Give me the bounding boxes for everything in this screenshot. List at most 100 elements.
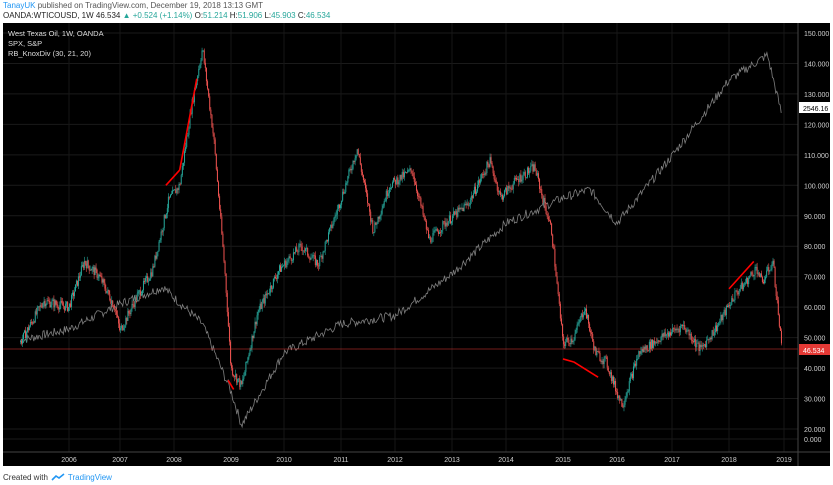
candle-body [208,88,210,97]
candle-body [751,272,753,274]
candle-body [114,307,116,310]
candle-body [341,200,343,205]
candle-body [509,187,511,189]
candle-body [152,266,154,277]
year-tick-label: 2007 [112,457,128,464]
candle-body [649,341,651,350]
candle-body [184,151,186,163]
candle-body [378,216,380,219]
author-link[interactable]: TanayUK [3,1,36,10]
candle-body [592,333,594,342]
candle-body [526,167,528,178]
candle-body [685,329,687,333]
candle-body [282,266,284,267]
candle-body [272,278,274,288]
candle-body [755,267,757,268]
candle-body [306,247,308,249]
candle-body [476,191,478,194]
candle-body [218,181,220,197]
candle-body [573,339,575,341]
candle-body [142,280,144,291]
candle-body [231,363,233,369]
candle-body [492,166,494,174]
candle-body [110,300,112,304]
candle-body [97,277,99,279]
candle-body [695,338,697,348]
candle-body [289,256,291,259]
candle-body [151,272,153,277]
candle-body [299,243,301,245]
candle-body [402,171,404,178]
candle-body [456,211,458,217]
candle-body [376,223,378,225]
tradingview-brand-link[interactable]: TradingView [67,472,112,482]
candle-body [486,161,488,173]
candle-body [220,209,222,217]
candle-body [639,351,641,354]
price-chart[interactable]: West Texas Oil, 1W, OANDA SPX, S&P RB_Kn… [3,23,830,466]
candle-body [323,250,325,252]
candle-body [276,274,278,279]
candle-body [721,314,723,321]
candle-body [733,300,735,302]
candle-body [258,309,260,313]
candle-body [265,294,267,296]
candle-body [269,285,271,293]
legend-title: West Texas Oil, 1W, OANDA [8,29,104,38]
candle-body [109,294,111,301]
candle-body [22,338,24,344]
candle-body [457,207,459,217]
candle-body [606,357,608,368]
candle-body [740,282,742,289]
candle-body [761,277,763,283]
candle-body [153,266,155,267]
candle-body [247,357,249,362]
candle-body [141,290,143,294]
chart-area[interactable]: West Texas Oil, 1W, OANDA SPX, S&P RB_Kn… [3,23,830,466]
candle-body [313,254,315,256]
year-tick-label: 2011 [333,457,348,464]
price-tick-label: 60.000 [804,305,826,312]
candle-body [503,196,505,200]
price-tick-label: 30.000 [804,397,826,404]
candle-body [443,221,445,223]
candle-body [707,339,709,341]
candle-body [166,208,168,214]
candle-body [489,157,491,168]
candle-body [700,344,702,348]
candle-body [629,376,631,382]
candle-body [373,232,375,233]
candle-body [771,264,773,270]
candle-body [379,215,381,219]
candle-body [239,378,241,387]
symbol-label: OANDA:WTICOUSD, 1W [3,11,94,20]
candle-body [650,339,652,350]
candle-body [585,308,587,319]
candle-body [300,243,302,247]
candle-body [116,310,118,315]
candle-body [437,231,439,234]
candle-body [283,265,285,267]
candle-body [234,375,236,378]
candle-body [423,214,425,218]
candle-body [466,203,468,205]
candle-body [29,322,31,327]
candle-body [348,169,350,177]
candle-body [533,164,535,172]
candle-body [252,335,254,339]
candle-body [631,373,633,379]
candle-body [769,270,771,272]
candle-body [84,260,86,264]
candle-body [372,220,374,233]
candle-body [33,321,35,323]
candle-body [604,356,606,358]
candle-body [182,162,184,167]
candle-body [261,301,263,309]
divergence-line [178,78,198,171]
candle-body [145,278,147,282]
candle-body [40,305,42,307]
candle-body [131,303,133,309]
candle-body [325,239,327,242]
candle-body [321,255,323,259]
candle-body [624,399,626,405]
